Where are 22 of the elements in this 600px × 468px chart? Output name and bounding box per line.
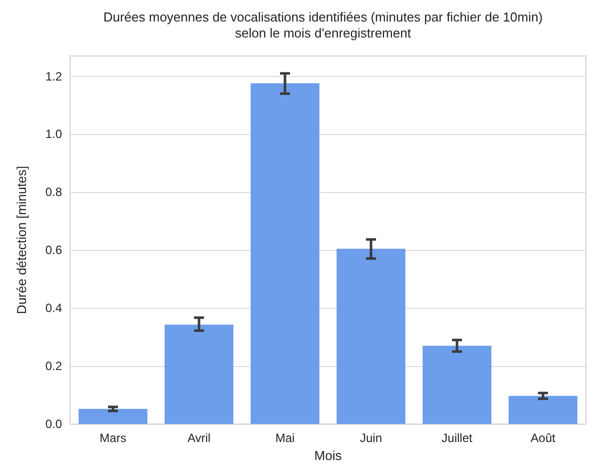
y-tick-label: 0.0 — [45, 417, 62, 431]
y-tick-label: 1.2 — [45, 69, 62, 84]
x-tick-label: Avril — [187, 431, 211, 445]
x-tick-label: Août — [530, 431, 556, 445]
y-tick-label: 1.0 — [45, 127, 62, 142]
bar — [508, 396, 578, 424]
x-tick-label: Juillet — [442, 431, 473, 445]
x-axis-title: Mois — [314, 448, 342, 463]
x-tick-label: Mai — [275, 431, 295, 445]
bar — [422, 346, 492, 424]
y-tick-label: 0.4 — [45, 301, 62, 316]
y-axis-title: Durée détection [minutes] — [14, 166, 29, 314]
y-tick-label: 0.2 — [45, 359, 62, 374]
bar — [164, 324, 234, 424]
bar — [336, 248, 406, 424]
y-tick-label: 0.6 — [45, 243, 62, 258]
bar — [250, 83, 320, 424]
bar — [78, 408, 148, 424]
x-tick-label: Juin — [360, 431, 382, 445]
x-tick-label: Mars — [100, 431, 126, 445]
y-tick-label: 0.8 — [45, 185, 62, 200]
chart-title: Durées moyennes de vocalisations identifiées (minutes par fichier de 10min) selon le mois d'enregistrement — [103, 10, 543, 40]
